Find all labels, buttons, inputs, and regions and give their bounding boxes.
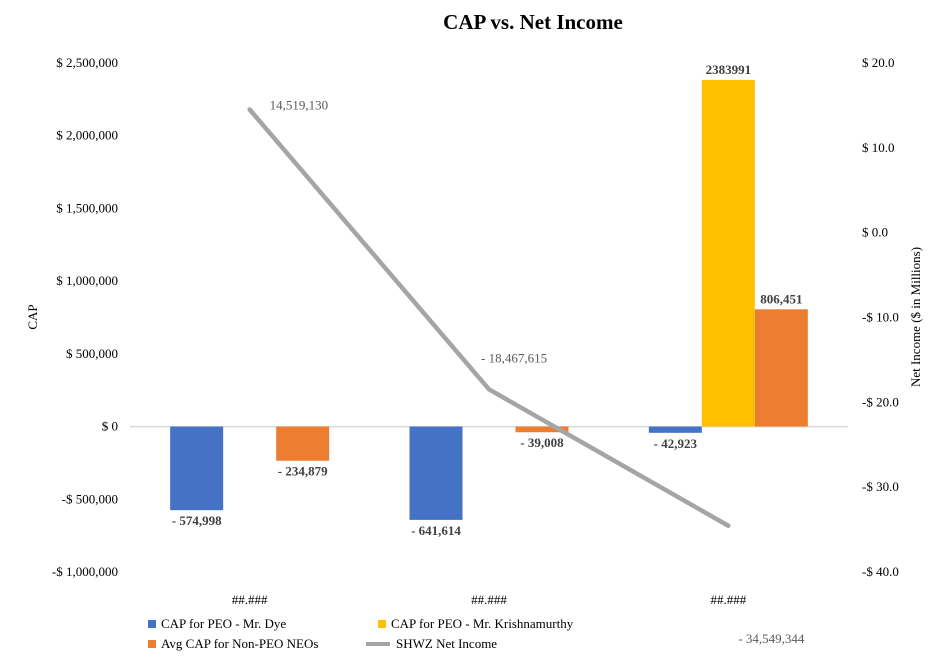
bar-data-label: - 641,614 — [411, 523, 461, 538]
y2-axis-ticks: $ 20.0 $ 10.0 $ 0.0 -$ 10.0 -$ 20.0 -$ 30.0 -$… — [862, 55, 899, 579]
bar-data-label: - 574,998 — [172, 513, 222, 528]
x-axis-ticks: ##.### ##.### ##.### — [232, 592, 747, 607]
net-income-line — [247, 107, 731, 529]
y-tick-label: -$ 500,000 — [62, 491, 118, 506]
x-tick-label: ##.### — [471, 592, 507, 607]
line-data-label: 14,519,130 — [270, 97, 329, 112]
legend-swatch — [148, 620, 156, 628]
x-tick-label: ##.### — [232, 592, 268, 607]
y-tick-label: $ 0 — [102, 419, 118, 434]
y2-tick-label: $ 20.0 — [862, 55, 895, 70]
legend-swatch — [378, 620, 386, 628]
y-tick-label: -$ 1,000,000 — [52, 564, 118, 579]
legend-label: Avg CAP for Non-PEO NEOs — [161, 636, 318, 651]
y2-tick-label: $ 10.0 — [862, 140, 895, 155]
bars-group — [170, 79, 808, 520]
bar-data-label: - 234,879 — [278, 464, 328, 479]
legend-label: CAP for PEO - Mr. Krishnamurthy — [391, 616, 574, 631]
x-tick-label: ##.### — [710, 592, 746, 607]
bar-data-label: 2383991 — [706, 62, 752, 77]
bar-data-label: - 39,008 — [520, 435, 564, 450]
data-labels-group: - 574,998 - 641,614 - 42,923 2383991 - 234,8… — [172, 62, 805, 646]
bar-data-label: - 42,923 — [654, 436, 698, 451]
bar — [701, 79, 755, 427]
y2-tick-label: -$ 30.0 — [862, 479, 899, 494]
bar — [409, 426, 463, 520]
legend: CAP for PEO - Mr. Dye CAP for PEO - Mr. K… — [148, 616, 574, 651]
y2-tick-label: -$ 40.0 — [862, 564, 899, 579]
y-tick-label: $ 500,000 — [66, 346, 118, 361]
line-data-label: - 34,549,344 — [738, 631, 805, 646]
bar — [276, 426, 330, 461]
legend-swatch — [148, 640, 156, 648]
legend-label: CAP for PEO - Mr. Dye — [161, 616, 286, 631]
y2-tick-label: -$ 20.0 — [862, 394, 899, 409]
y-tick-label: $ 2,000,000 — [56, 128, 118, 143]
y2-tick-label: -$ 10.0 — [862, 310, 899, 325]
bar — [170, 426, 224, 511]
bar-data-label: 806,451 — [760, 291, 802, 306]
y2-tick-label: $ 0.0 — [862, 225, 888, 240]
y-tick-label: $ 1,000,000 — [56, 273, 118, 288]
net-income-line-group — [247, 107, 731, 529]
bar — [648, 426, 702, 433]
bar — [515, 426, 569, 433]
legend-label: SHWZ Net Income — [396, 636, 497, 651]
line-data-label: - 18,467,615 — [481, 350, 547, 365]
y-tick-label: $ 1,500,000 — [56, 200, 118, 215]
y-axis-title: CAP — [25, 304, 40, 329]
bar — [754, 309, 808, 427]
y2-axis-title: Net Income ($ in Millions) — [908, 247, 923, 387]
y-axis-ticks: $ 2,500,000 $ 2,000,000 $ 1,500,000 $ 1,000… — [52, 55, 118, 579]
chart-title: CAP vs. Net Income — [443, 10, 623, 34]
y-tick-label: $ 2,500,000 — [56, 55, 118, 70]
